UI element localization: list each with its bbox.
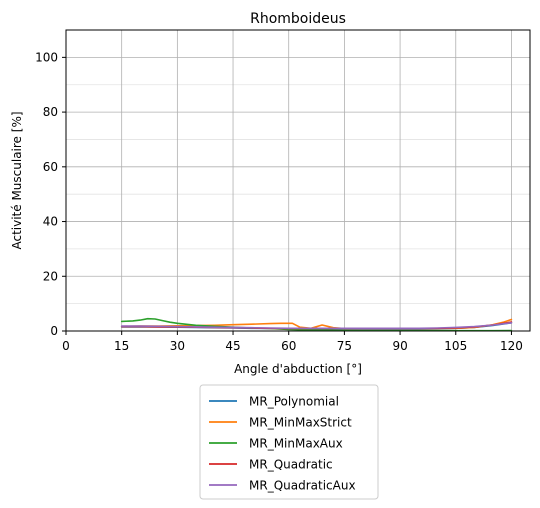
legend-label: MR_QuadraticAux xyxy=(249,479,356,493)
y-axis-ticks: 0 20 40 60 80 100 xyxy=(35,50,66,338)
chart-title: Rhomboideus xyxy=(250,11,346,27)
legend-box xyxy=(199,384,379,500)
series-line-mr-quadraticaux xyxy=(120,321,513,330)
x-tick-label: 60 xyxy=(281,339,296,353)
y-tick-label: 20 xyxy=(43,269,58,283)
plot-frame xyxy=(65,29,531,332)
x-tick-label: 15 xyxy=(114,339,129,353)
y-tick-label: 100 xyxy=(35,50,58,64)
x-tick-label: 75 xyxy=(337,339,352,353)
legend-label: MR_MinMaxAux xyxy=(249,437,343,451)
x-tick-label: 120 xyxy=(500,339,523,353)
legend-label: MR_Polynomial xyxy=(249,395,339,409)
legend-label: MR_MinMaxStrict xyxy=(249,416,352,430)
y-tick-label: 80 xyxy=(43,105,58,119)
x-tick-label: 30 xyxy=(170,339,185,353)
y-tick-label: 40 xyxy=(43,215,58,229)
x-tick-label: 0 xyxy=(62,339,70,353)
legend-label: MR_Quadratic xyxy=(249,458,333,472)
x-tick-label: 45 xyxy=(225,339,240,353)
y-axis-label: Activité Musculaire [%] xyxy=(10,111,24,249)
series-lines xyxy=(120,317,513,332)
legend: MR_Polynomial MR_MinMaxStrict MR_MinMaxAux… xyxy=(199,384,379,500)
y-tick-label: 60 xyxy=(43,160,58,174)
x-axis-ticks: 0 15 30 45 60 75 90 105 120 xyxy=(62,331,523,353)
y-tick-label: 0 xyxy=(50,324,58,338)
x-tick-label: 105 xyxy=(444,339,467,353)
x-axis-label: Angle d'abduction [°] xyxy=(234,362,362,376)
grid xyxy=(65,30,530,332)
x-tick-label: 90 xyxy=(392,339,407,353)
